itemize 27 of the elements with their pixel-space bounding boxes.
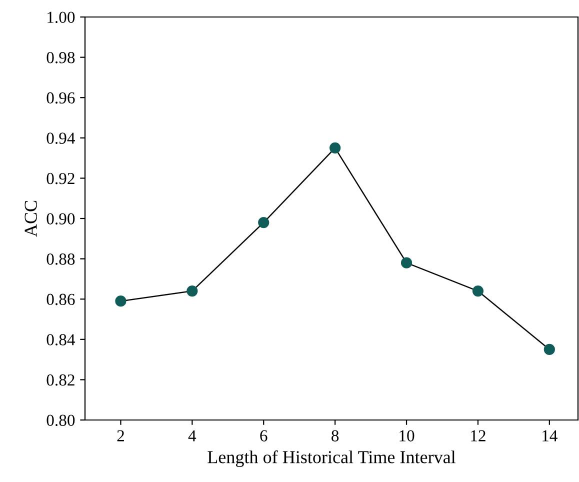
- x-tick-label: 6: [260, 430, 268, 442]
- y-tick-label: 1.00: [48, 12, 75, 24]
- point: [472, 285, 484, 297]
- x-tick-label: 2: [117, 430, 124, 442]
- point: [115, 296, 126, 307]
- point: [186, 285, 198, 297]
- y-tick-label: 0.84: [46, 334, 76, 346]
- y-tick-label: 0.82: [46, 374, 74, 386]
- point: [258, 216, 270, 228]
- x-tick-label: 8: [332, 430, 339, 442]
- x-tick-label: 4: [188, 430, 196, 442]
- point: [544, 344, 555, 356]
- y-tick-label: 0.90: [46, 213, 75, 225]
- x-tick-label: 12: [471, 430, 486, 442]
- x-tick-label: 14: [542, 430, 558, 442]
- y-tick-label: 0.88: [46, 254, 75, 265]
- y-tick-label: 0.86: [46, 294, 75, 306]
- y-tick-label: 0.96: [46, 92, 75, 104]
- y-tick-label: 0.80: [46, 414, 75, 426]
- x-tick-label: 10: [400, 430, 414, 442]
- x-axis-title: Length of Historical Time Interval: [208, 450, 456, 467]
- point: [330, 142, 341, 154]
- y-tick-label: 0.92: [46, 172, 74, 184]
- y-axis-title: ACC: [24, 200, 37, 237]
- y-tick-label: 0.94: [46, 132, 76, 144]
- y-tick-label: 0.98: [46, 52, 75, 64]
- point: [400, 257, 412, 268]
